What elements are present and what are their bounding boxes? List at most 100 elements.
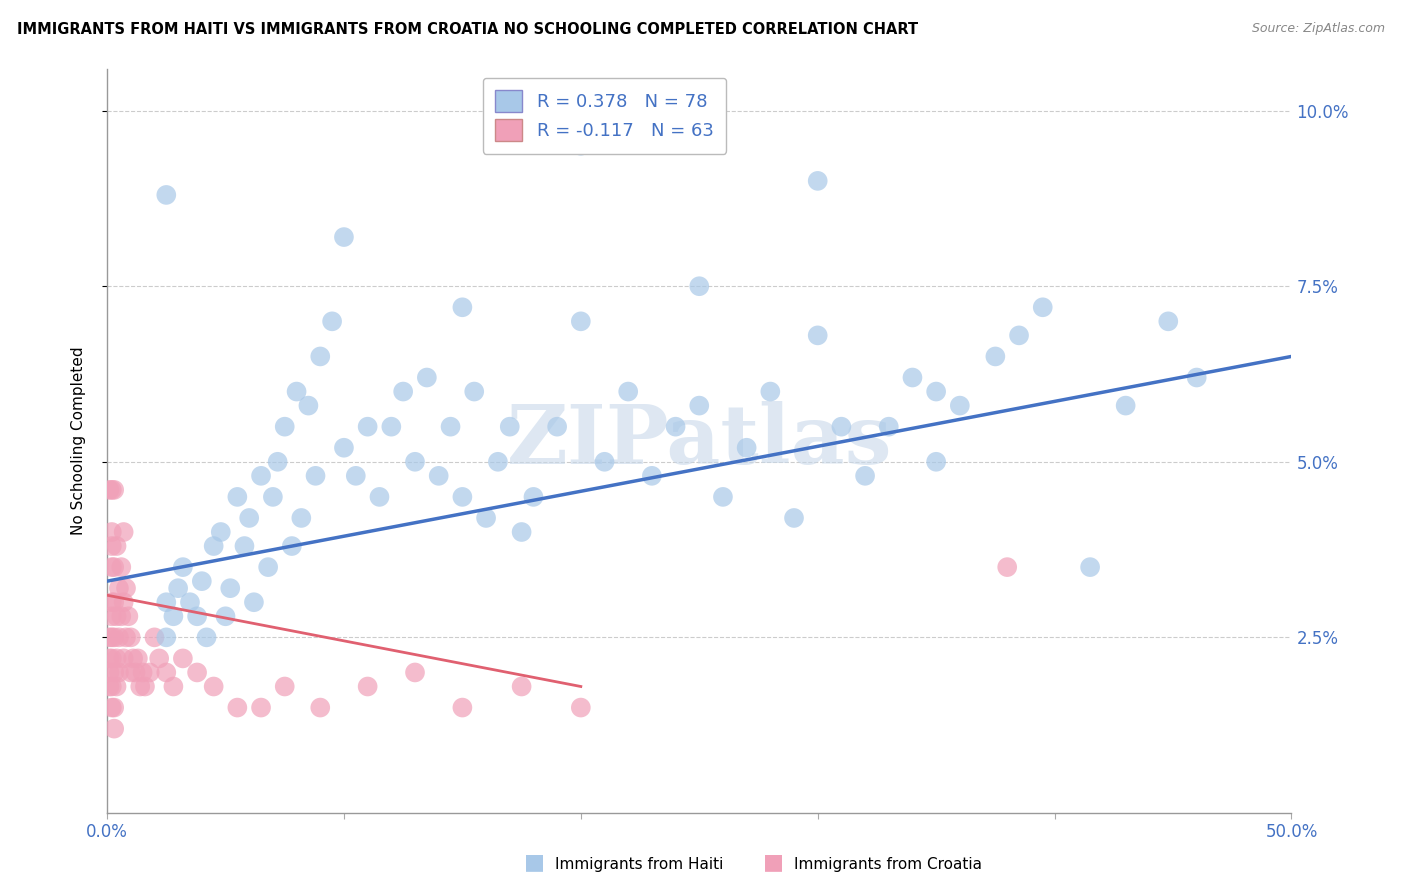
Point	[105, 539, 128, 553]
Point	[101, 680, 124, 694]
Point	[641, 468, 664, 483]
Point	[664, 419, 686, 434]
Point	[427, 468, 450, 483]
Point	[122, 651, 145, 665]
Point	[103, 595, 125, 609]
Point	[344, 468, 367, 483]
Point	[877, 419, 900, 434]
Point	[124, 665, 146, 680]
Point	[321, 314, 343, 328]
Point	[134, 680, 156, 694]
Point	[404, 455, 426, 469]
Point	[120, 665, 142, 680]
Point	[451, 490, 474, 504]
Point	[143, 631, 166, 645]
Point	[783, 511, 806, 525]
Point	[112, 524, 135, 539]
Point	[115, 631, 138, 645]
Point	[233, 539, 256, 553]
Point	[356, 680, 378, 694]
Point	[333, 230, 356, 244]
Point	[688, 399, 710, 413]
Point	[226, 490, 249, 504]
Point	[807, 328, 830, 343]
Point	[451, 700, 474, 714]
Point	[688, 279, 710, 293]
Point	[115, 581, 138, 595]
Point	[101, 560, 124, 574]
Point	[101, 700, 124, 714]
Text: Immigrants from Haiti: Immigrants from Haiti	[555, 857, 724, 872]
Point	[186, 665, 208, 680]
Point	[274, 419, 297, 434]
Text: ■: ■	[524, 853, 544, 872]
Point	[101, 609, 124, 624]
Point	[98, 665, 121, 680]
Point	[290, 511, 312, 525]
Point	[219, 581, 242, 595]
Point	[830, 419, 852, 434]
Point	[297, 399, 319, 413]
Point	[451, 300, 474, 314]
Point	[486, 455, 509, 469]
Point	[172, 651, 194, 665]
Point	[195, 631, 218, 645]
Point	[129, 680, 152, 694]
Point	[309, 350, 332, 364]
Point	[117, 609, 139, 624]
Point	[1185, 370, 1208, 384]
Point	[1008, 328, 1031, 343]
Point	[155, 595, 177, 609]
Point	[257, 560, 280, 574]
Point	[148, 651, 170, 665]
Text: ZIPatlas: ZIPatlas	[506, 401, 891, 481]
Y-axis label: No Schooling Completed: No Schooling Completed	[72, 346, 86, 535]
Point	[984, 350, 1007, 364]
Point	[1078, 560, 1101, 574]
Point	[510, 524, 533, 539]
Point	[101, 631, 124, 645]
Legend: R = 0.378   N = 78, R = -0.117   N = 63: R = 0.378 N = 78, R = -0.117 N = 63	[482, 78, 727, 154]
Point	[711, 490, 734, 504]
Point	[925, 384, 948, 399]
Point	[380, 419, 402, 434]
Point	[101, 524, 124, 539]
Point	[108, 581, 131, 595]
Point	[368, 490, 391, 504]
Point	[853, 468, 876, 483]
Point	[98, 631, 121, 645]
Point	[569, 314, 592, 328]
Point	[281, 539, 304, 553]
Text: Source: ZipAtlas.com: Source: ZipAtlas.com	[1251, 22, 1385, 36]
Point	[617, 384, 640, 399]
Point	[131, 665, 153, 680]
Point	[110, 560, 132, 574]
Point	[112, 651, 135, 665]
Point	[522, 490, 544, 504]
Point	[949, 399, 972, 413]
Point	[262, 490, 284, 504]
Point	[101, 483, 124, 497]
Point	[103, 700, 125, 714]
Point	[108, 665, 131, 680]
Point	[155, 631, 177, 645]
Point	[172, 560, 194, 574]
Point	[1115, 399, 1137, 413]
Point	[250, 468, 273, 483]
Point	[103, 483, 125, 497]
Point	[274, 680, 297, 694]
Point	[304, 468, 326, 483]
Point	[186, 609, 208, 624]
Point	[127, 651, 149, 665]
Point	[103, 665, 125, 680]
Point	[162, 609, 184, 624]
Point	[569, 138, 592, 153]
Point	[404, 665, 426, 680]
Point	[101, 651, 124, 665]
Point	[463, 384, 485, 399]
Point	[807, 174, 830, 188]
Point	[120, 631, 142, 645]
Point	[475, 511, 498, 525]
Point	[243, 595, 266, 609]
Point	[309, 700, 332, 714]
